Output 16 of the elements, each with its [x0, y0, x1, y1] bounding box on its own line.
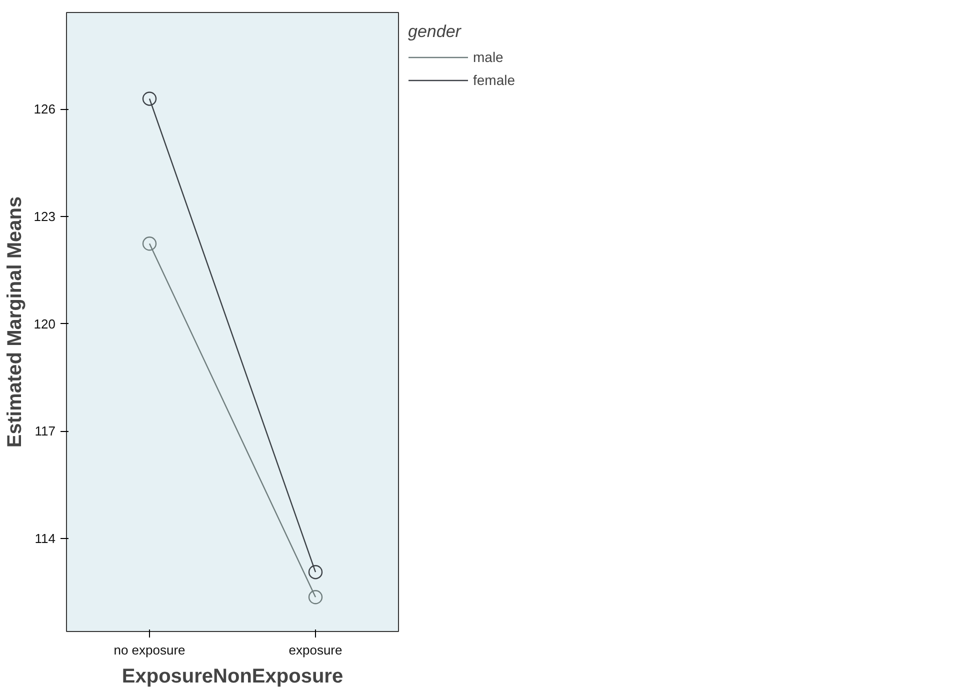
y-tick-label: 123	[34, 208, 56, 224]
x-tick-label: no exposure	[114, 642, 186, 658]
point	[142, 92, 157, 106]
x-tick-label: exposure	[288, 642, 342, 658]
x-axis-title: ExposureNonExposure	[122, 666, 344, 688]
point	[308, 590, 323, 604]
y-tick-label: 117	[34, 424, 56, 439]
legend-label: male	[473, 49, 504, 65]
y-tick-label: 126	[34, 102, 56, 117]
point	[308, 565, 323, 580]
y-axis-title: Estimated Marginal Means	[4, 196, 26, 448]
point	[142, 236, 157, 251]
y-tick-label: 120	[34, 316, 56, 332]
legend-title: gender	[408, 22, 462, 42]
legend-label: female	[473, 72, 516, 88]
y-tick-label: 114	[34, 530, 56, 546]
